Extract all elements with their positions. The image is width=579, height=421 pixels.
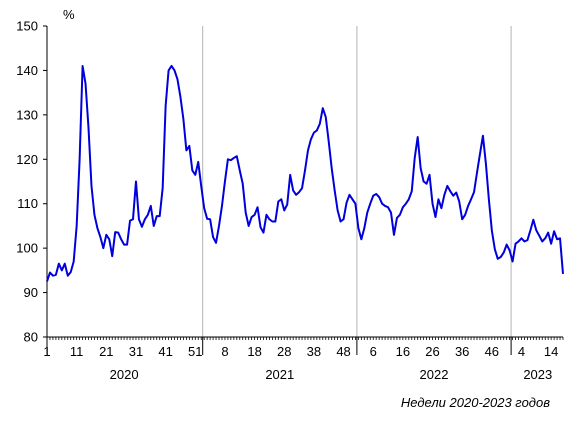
x-tick-label: 38 <box>307 344 321 359</box>
x-tick-label: 48 <box>336 344 350 359</box>
x-tick-label: 6 <box>370 344 377 359</box>
x-tick-label: 46 <box>485 344 499 359</box>
y-tick-label: 140 <box>16 63 38 78</box>
series-layer <box>46 64 564 282</box>
x-tick-label: 16 <box>396 344 410 359</box>
x-tick-label: 31 <box>129 344 143 359</box>
x-tick-label: 11 <box>70 344 84 359</box>
y-unit-label: % <box>63 7 75 22</box>
x-tick-label: 14 <box>544 344 558 359</box>
y-tick-label: 130 <box>16 107 38 122</box>
x-tick-label: 26 <box>425 344 439 359</box>
x-tick-label: 21 <box>99 344 113 359</box>
x-tick-label: 18 <box>247 344 261 359</box>
year-label: 2020 <box>110 367 139 382</box>
y-tick-label: 110 <box>17 196 38 211</box>
y-tick-label: 120 <box>16 152 38 167</box>
x-axis-title: Недели 2020-2023 годов <box>401 395 550 410</box>
y-tick-label: 150 <box>16 19 38 34</box>
grid-layer <box>202 26 512 337</box>
y-axis: 80 90 100 110 120 130 140 150 <box>16 19 48 345</box>
year-label: 2021 <box>265 367 294 382</box>
y-tick-label: 90 <box>24 285 38 300</box>
x-tick-label: 4 <box>518 344 525 359</box>
x-tick-label: 41 <box>158 344 172 359</box>
y-tick-label: 80 <box>24 330 38 345</box>
x-tick-label: 8 <box>221 344 228 359</box>
year-label: 2022 <box>420 367 449 382</box>
series-line <box>46 64 564 282</box>
x-tick-label: 28 <box>277 344 291 359</box>
x-tick-label: 1 <box>43 344 50 359</box>
x-tick-label: 51 <box>188 344 202 359</box>
y-tick-label: 100 <box>16 241 38 256</box>
x-tick-label: 36 <box>455 344 469 359</box>
year-label: 2023 <box>523 367 552 382</box>
